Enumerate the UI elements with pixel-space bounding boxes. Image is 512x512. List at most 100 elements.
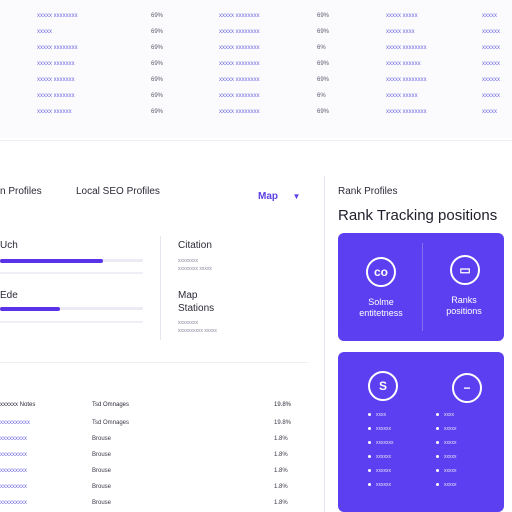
card-2-row-left: xxxx xyxy=(376,412,386,418)
right-column-divider xyxy=(324,176,325,512)
bottom-table-cell: 1.8% xyxy=(274,468,288,474)
table-cell: xxxxx xyxy=(482,13,497,19)
rank-tracking-heading: Rank Tracking positions xyxy=(338,207,498,224)
metric-1-label: Uch xyxy=(0,240,18,251)
bottom-table-cell: Brouse xyxy=(92,452,112,458)
table-cell: xxxxx xxxx xyxy=(386,29,415,35)
bullet-icon xyxy=(368,469,371,472)
table-cell: 69% xyxy=(151,61,164,67)
top-data-table: xxxxx xxxxxxxx 69% xxxxx xxxxxxxx 69% xxxxx … xyxy=(0,0,512,138)
map-sub-1: xxxxxxxx xyxy=(178,320,198,326)
table-cell: 69% xyxy=(317,13,330,19)
metric-2-bar xyxy=(0,306,61,311)
metric-1-bar xyxy=(0,258,103,263)
table-cell: 69% xyxy=(151,77,164,83)
citation-sub-1: xxxxxxxx xyxy=(178,258,198,264)
table-row[interactable]: xxxxx xxxxxxx 69% xxxxx xxxxxxxx 69% xxxxx x… xyxy=(0,76,512,92)
card-1-left-line-1: Solme xyxy=(368,297,394,307)
map-title-1: Map xyxy=(178,290,198,301)
bottom-header-col1: xxxxxx Notes xyxy=(0,402,36,408)
bottom-header-col2: Tsd Omnages xyxy=(92,402,130,408)
bottom-table-cell: xxxxxxxxx xyxy=(0,500,27,506)
table-cell: xxxxx xxxxxxxx xyxy=(219,109,260,115)
table-cell: xxxxxx xyxy=(482,61,500,67)
bullet-icon xyxy=(436,441,439,444)
metric-2-track xyxy=(0,307,143,310)
table-cell: xxxxxx xyxy=(482,77,500,83)
table-cell: xxxxx xxxxxxx xyxy=(37,77,75,83)
table-cell: xxxxx xxxxxx xyxy=(386,61,421,67)
citation-title: Citation xyxy=(178,240,212,251)
minus-circle-icon: − xyxy=(452,373,482,403)
bullet-icon xyxy=(436,413,439,416)
map-dropdown-label: Map xyxy=(258,191,278,202)
card-2-row-left: xxxxxx xyxy=(376,468,391,474)
bullet-icon xyxy=(436,455,439,458)
map-sub-2: xxxxxxxxxx xxxxx xyxy=(178,328,217,334)
card-2-row-right: xxxxx xyxy=(444,468,457,474)
panel-bottom-divider xyxy=(0,362,308,363)
table-cell: xxxxx xyxy=(37,29,52,35)
bottom-table-cell: Tsd Omnages xyxy=(92,420,130,426)
bottom-table-cell: xxxxxxxxx xyxy=(0,468,27,474)
card-2-row-right: xxxxx xyxy=(444,426,457,432)
bullet-icon xyxy=(436,469,439,472)
rank-card-2[interactable]: S − xxxx xxxx xxxxxx xxxxx xxxxxxx xxxxx xxxxx… xyxy=(338,352,504,512)
bottom-header-col3: 19.8% xyxy=(274,402,292,408)
rank-profiles-label: Rank Profiles xyxy=(338,186,398,197)
table-row[interactable]: xxxxx xxxxxxx 69% xxxxx xxxxxxxx 6% xxxxx xx… xyxy=(0,92,512,108)
table-cell: xxxxx xxxxxxxx xyxy=(37,13,78,19)
table-row[interactable]: xxxxx xxxxxxxx 69% xxxxx xxxxxxxx 69% xxxxx … xyxy=(0,12,512,28)
table-cell: 69% xyxy=(151,109,164,115)
bottom-table-cell: Brouse xyxy=(92,436,112,442)
bullet-icon xyxy=(436,483,439,486)
card-2-row-right: xxxx xyxy=(444,412,454,418)
bottom-table-cell: xxxxxxxxx xyxy=(0,436,27,442)
table-cell: xxxxx xxxxxxxx xyxy=(219,77,260,83)
rank-card-1[interactable]: co ▭ Solme entitetness Ranks positions xyxy=(338,233,504,341)
table-cell: xxxxx xxxxxxx xyxy=(37,61,75,67)
table-cell: xxxxx xyxy=(482,109,497,115)
card-2-row-left: xxxxxx xyxy=(376,426,391,432)
bottom-table-cell: 1.8% xyxy=(274,452,288,458)
bottom-table-cell: 1.8% xyxy=(274,500,288,506)
table-cell: 6% xyxy=(317,45,326,51)
table-cell: xxxxx xxxxxxxx xyxy=(219,45,260,51)
table-cell: 69% xyxy=(317,77,330,83)
table-row[interactable]: xxxxx 69% xxxxx xxxxxxxx 69% xxxxx xxxx xxxxx… xyxy=(0,28,512,44)
table-cell: xxxxxx xyxy=(482,45,500,51)
table-row[interactable]: xxxxx xxxxxxxx 69% xxxxx xxxxxxxx 6% xxxxx x… xyxy=(0,44,512,60)
table-cell: xxxxx xxxxxxxx xyxy=(219,93,260,99)
table-cell: 6% xyxy=(317,93,326,99)
table-cell: 69% xyxy=(317,109,330,115)
tab-local-seo-profiles[interactable]: Local SEO Profiles xyxy=(76,186,160,197)
bullet-icon xyxy=(368,427,371,430)
table-row[interactable]: xxxxx xxxxxxx 69% xxxxx xxxxxxxx 69% xxxxx x… xyxy=(0,60,512,76)
local-seo-panel: Uch Ede Citation xxxxxxxx xxxxxxxx xxxxx… xyxy=(0,226,308,360)
table-row[interactable]: xxxxx xxxxxx 69% xxxxx xxxxxxxx 69% xxxxx xx… xyxy=(0,108,512,124)
table-cell: xxxxx xxxxxxxx xyxy=(386,109,427,115)
chevron-down-icon: ▼ xyxy=(292,192,301,201)
table-cell: xxxxx xxxxxxxx xyxy=(386,45,427,51)
bottom-data-table: xxxxxx Notes Tsd Omnages 19.8% xxxxxxxxx… xyxy=(0,400,308,512)
table-cell: 69% xyxy=(317,29,330,35)
table-cell: xxxxx xxxxxxxx xyxy=(386,77,427,83)
bottom-table-cell: Brouse xyxy=(92,468,112,474)
bullet-icon xyxy=(436,427,439,430)
metric-1-line xyxy=(0,272,143,274)
section-divider xyxy=(0,140,512,141)
tab-profiles[interactable]: n Profiles xyxy=(0,186,42,197)
bullet-icon xyxy=(368,441,371,444)
table-cell: 69% xyxy=(151,29,164,35)
map-dropdown[interactable]: Map ▼ xyxy=(258,186,300,204)
card-2-row-left: xxxxxx xyxy=(376,454,391,460)
panel-divider xyxy=(160,236,161,340)
table-cell: xxxxx xxxxxxxx xyxy=(219,29,260,35)
table-cell: xxxxx xxxxxxx xyxy=(37,93,75,99)
table-cell: xxxxx xxxxx xyxy=(386,13,418,19)
bottom-table-cell: xxxxxxxxx xyxy=(0,484,27,490)
table-cell: xxxxx xxxxx xyxy=(386,93,418,99)
table-cell: xxxxxx xyxy=(482,29,500,35)
table-cell: xxxxx xxxxxxxx xyxy=(37,45,78,51)
table-cell: xxxxx xxxxxxxx xyxy=(219,13,260,19)
